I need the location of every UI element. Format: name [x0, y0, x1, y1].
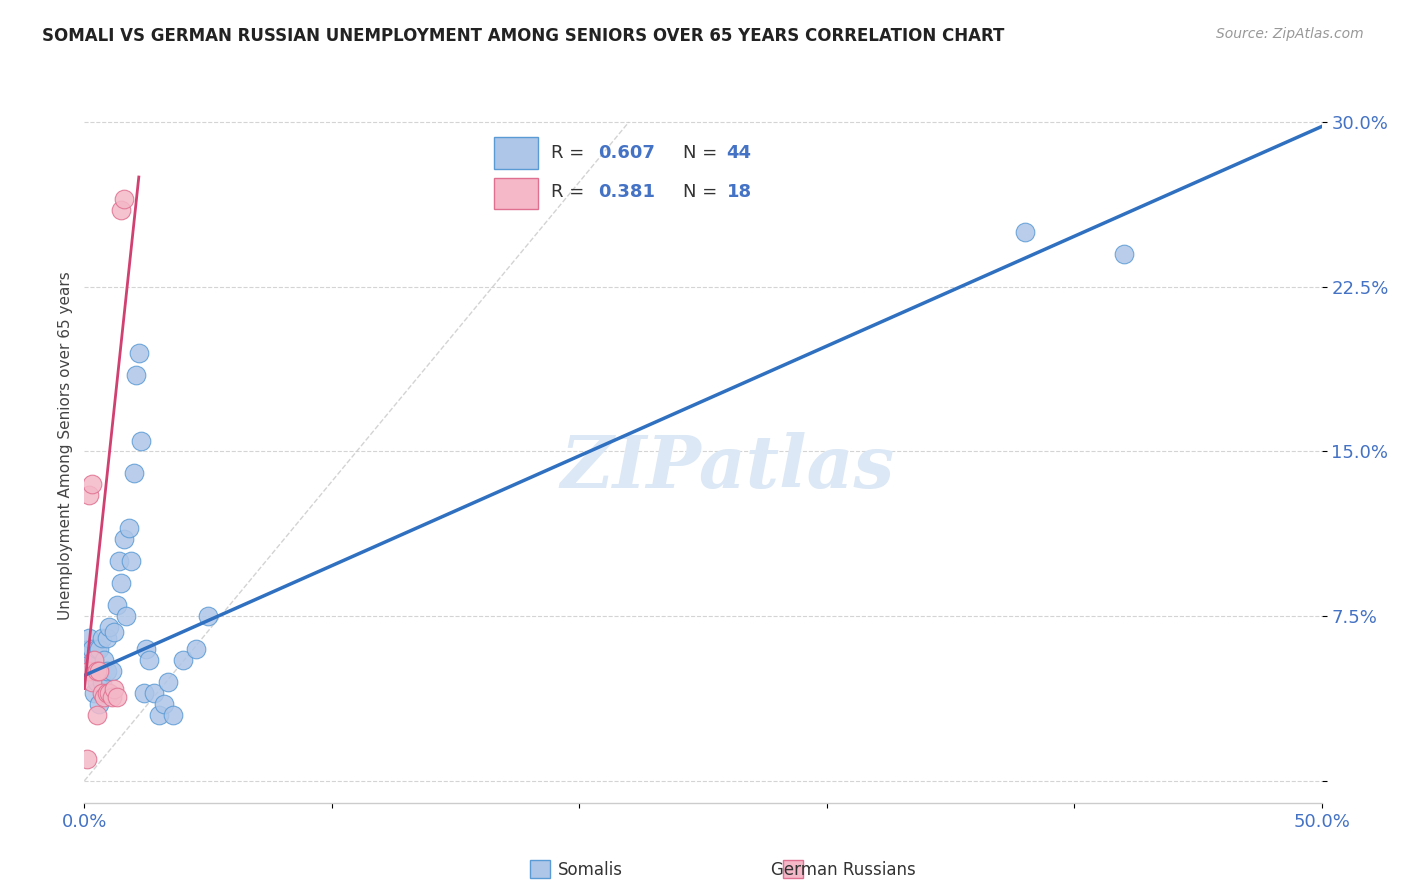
Point — [98, 620, 121, 634]
FancyBboxPatch shape — [494, 178, 537, 209]
Point — [79, 664, 101, 678]
Point — [112, 192, 135, 206]
Point — [86, 708, 108, 723]
Point — [152, 697, 174, 711]
Text: 0.381: 0.381 — [599, 183, 655, 202]
Point — [86, 642, 108, 657]
Point — [148, 708, 170, 723]
Point — [157, 675, 180, 690]
Point — [90, 675, 112, 690]
Point — [115, 609, 138, 624]
Point — [197, 609, 219, 624]
Point — [80, 664, 103, 678]
Point — [105, 690, 128, 705]
FancyBboxPatch shape — [783, 860, 803, 878]
Point — [79, 631, 101, 645]
Point — [1014, 225, 1036, 239]
Point — [96, 686, 118, 700]
Point — [79, 488, 101, 502]
Text: N =: N = — [683, 183, 723, 202]
Point — [103, 624, 125, 639]
Text: German Russians: German Russians — [772, 861, 915, 879]
Y-axis label: Unemployment Among Seniors over 65 years: Unemployment Among Seniors over 65 years — [58, 272, 73, 620]
Text: N =: N = — [683, 144, 723, 162]
Text: Somalis: Somalis — [558, 861, 623, 879]
Text: R =: R = — [551, 183, 591, 202]
Point — [96, 631, 118, 645]
Point — [86, 664, 108, 678]
Point — [83, 653, 105, 667]
Point — [138, 653, 160, 667]
Point — [89, 642, 111, 657]
Point — [93, 690, 115, 705]
Point — [135, 642, 157, 657]
Point — [76, 653, 98, 667]
Point — [80, 675, 103, 690]
Point — [90, 631, 112, 645]
Point — [80, 642, 103, 657]
Point — [122, 467, 145, 481]
Point — [128, 345, 150, 359]
Point — [100, 664, 122, 678]
Point — [86, 675, 108, 690]
Point — [184, 642, 207, 657]
Point — [83, 653, 105, 667]
FancyBboxPatch shape — [494, 137, 537, 169]
Point — [98, 686, 121, 700]
Text: ZIPatlas: ZIPatlas — [561, 432, 894, 503]
Point — [76, 752, 98, 766]
Point — [1112, 247, 1135, 261]
Point — [172, 653, 194, 667]
Point — [110, 202, 132, 217]
Point — [98, 686, 121, 700]
Point — [132, 686, 155, 700]
Point — [89, 664, 111, 678]
Text: 44: 44 — [727, 144, 752, 162]
Point — [142, 686, 165, 700]
Point — [105, 598, 128, 612]
Point — [125, 368, 148, 382]
Point — [96, 664, 118, 678]
Point — [118, 521, 141, 535]
Point — [129, 434, 152, 448]
Point — [162, 708, 184, 723]
Text: 18: 18 — [727, 183, 752, 202]
Point — [120, 554, 142, 568]
Point — [93, 653, 115, 667]
Point — [100, 690, 122, 705]
FancyBboxPatch shape — [530, 860, 550, 878]
Point — [89, 697, 111, 711]
Point — [90, 686, 112, 700]
Point — [103, 681, 125, 696]
Point — [83, 686, 105, 700]
Point — [112, 533, 135, 547]
Text: R =: R = — [551, 144, 591, 162]
Text: 0.607: 0.607 — [599, 144, 655, 162]
Point — [110, 576, 132, 591]
Text: Source: ZipAtlas.com: Source: ZipAtlas.com — [1216, 27, 1364, 41]
Point — [80, 477, 103, 491]
Text: SOMALI VS GERMAN RUSSIAN UNEMPLOYMENT AMONG SENIORS OVER 65 YEARS CORRELATION CH: SOMALI VS GERMAN RUSSIAN UNEMPLOYMENT AM… — [42, 27, 1004, 45]
Point — [79, 642, 101, 657]
Point — [108, 554, 131, 568]
